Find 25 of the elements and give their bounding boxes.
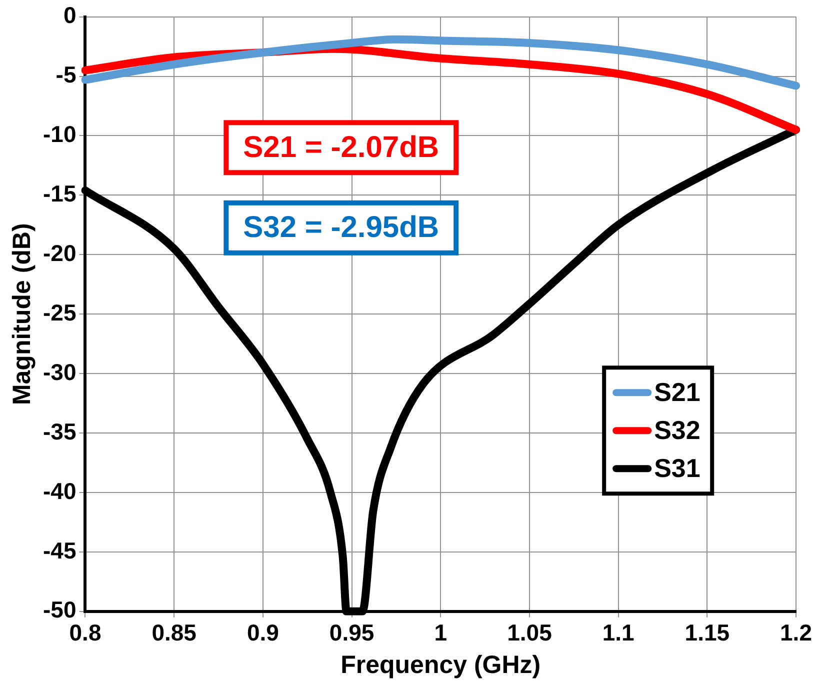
- legend-label: S31: [654, 452, 700, 483]
- y-tick-label: -35: [42, 418, 76, 444]
- x-tick-label: 0.85: [152, 620, 197, 646]
- x-tick-label: 0.9: [246, 620, 279, 646]
- annotation: S21 = -2.07dB: [243, 130, 440, 164]
- x-tick-label: 1: [434, 620, 448, 646]
- annotation: S32 = -2.95dB: [243, 211, 440, 244]
- x-axis-title: Frequency (GHz): [340, 650, 541, 679]
- x-tick-label: 1.05: [507, 620, 552, 646]
- y-tick-label: -10: [42, 121, 76, 148]
- y-tick-label: -20: [42, 240, 76, 266]
- x-tick-label: 0.95: [329, 620, 374, 646]
- y-tick-label: -25: [42, 299, 76, 326]
- x-tick-label: 1.1: [602, 620, 634, 646]
- x-tick-label: 1.2: [780, 620, 812, 646]
- x-tick-label: 1.15: [684, 620, 730, 646]
- y-axis-title: Magnitude (dB): [8, 223, 36, 406]
- y-tick-label: -40: [42, 478, 76, 504]
- legend-label: S21: [654, 376, 700, 407]
- y-tick-label: -45: [42, 537, 76, 564]
- y-tick-label: -15: [42, 180, 76, 207]
- y-tick-label: -30: [42, 358, 76, 385]
- y-tick-label: 0: [63, 2, 76, 28]
- legend-label: S32: [654, 414, 700, 445]
- y-tick-label: -5: [56, 62, 76, 88]
